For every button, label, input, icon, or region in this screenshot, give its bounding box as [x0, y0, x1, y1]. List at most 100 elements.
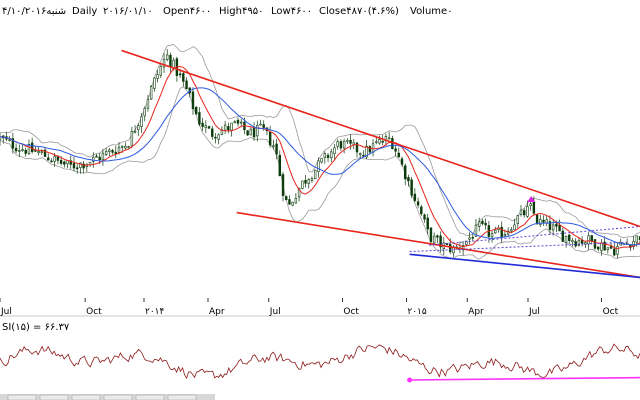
candle-body: [342, 140, 346, 149]
candle-body: [333, 147, 336, 154]
candle-body: [561, 230, 565, 242]
candle-body: [313, 169, 317, 180]
moving-average-short: [0, 65, 640, 250]
candle-body: [130, 131, 134, 147]
candle-body: [211, 128, 214, 137]
candle-body: [297, 187, 301, 198]
candle-body: [185, 80, 188, 89]
candle-body: [368, 146, 372, 153]
header-open: Open۴۶۰۰: [163, 6, 211, 17]
candle-body: [275, 143, 278, 155]
candle-body: [584, 242, 587, 245]
candle-body: [201, 122, 204, 127]
candle-body: [92, 157, 95, 162]
candle-body: [378, 139, 381, 144]
candle-body: [500, 226, 503, 238]
candle-body: [288, 199, 291, 205]
candle-body: [571, 240, 574, 243]
candle-body: [85, 164, 89, 168]
x-tick-label: ۲۰۱۵: [407, 307, 427, 317]
candle-body: [477, 221, 481, 227]
candle-body: [101, 152, 105, 161]
price-pane: [0, 44, 640, 279]
candle-body: [223, 124, 227, 131]
header-interval: Daily: [72, 6, 97, 17]
candle-body: [133, 130, 137, 133]
candle-body: [375, 141, 378, 143]
candle-body: [198, 112, 201, 125]
candle-body: [14, 147, 18, 152]
candle-body: [465, 240, 468, 245]
candle-body: [365, 145, 368, 158]
candle-body: [387, 137, 391, 140]
sheet-tab[interactable]: [103, 394, 133, 400]
candle-body: [429, 227, 433, 242]
candle-body: [166, 54, 169, 60]
rsi-support-line: [409, 376, 640, 381]
candle-body: [307, 179, 310, 184]
candle-body: [326, 154, 330, 158]
sheet-tab[interactable]: [167, 394, 197, 400]
candle-body: [252, 127, 256, 138]
x-tick-label: Oct: [603, 307, 619, 317]
candle-body: [191, 91, 195, 110]
candle-body: [63, 161, 66, 165]
candle-body: [539, 219, 542, 225]
sheet-tab[interactable]: [7, 394, 37, 400]
candle-body: [355, 142, 359, 153]
candle-body: [490, 233, 494, 238]
candle-body: [153, 77, 156, 89]
candle-body: [285, 196, 288, 201]
candle-body: [474, 224, 478, 237]
candle-body: [24, 149, 27, 154]
dotted-trendline: [428, 226, 640, 246]
candle-body: [423, 214, 426, 220]
candle-body: [72, 163, 76, 169]
candle-body: [609, 246, 613, 249]
dotted-trendline: [409, 241, 628, 253]
candle-body: [281, 174, 285, 196]
candle-body: [635, 235, 638, 243]
candle-body: [529, 203, 532, 206]
rsi-support-anchor: [407, 377, 413, 383]
sheet-tab[interactable]: [71, 394, 101, 400]
sheet-tab[interactable]: [135, 394, 165, 400]
candle-body: [494, 229, 497, 234]
candle-body: [240, 121, 243, 124]
sheet-tab[interactable]: [39, 394, 69, 400]
candle-body: [558, 225, 561, 232]
x-tick-label: Oct: [86, 307, 102, 317]
candle-body: [230, 122, 233, 131]
candle-body: [577, 240, 581, 246]
resistance-trendline: [121, 49, 640, 228]
candle-body: [127, 146, 130, 148]
candle-body: [268, 131, 272, 146]
candle-body: [603, 241, 606, 251]
candle-body: [178, 73, 182, 76]
candle-body: [117, 146, 121, 153]
rsi-pane: [0, 343, 640, 383]
candle-body: [59, 160, 63, 164]
candle-body: [381, 140, 384, 143]
candle-body: [137, 125, 140, 130]
candle-body: [323, 153, 327, 158]
candle-body: [606, 247, 610, 251]
peak-marker: [527, 195, 536, 202]
header-date: ۲۰۱۶/۰۱/۱۰: [103, 6, 153, 17]
candle-body: [445, 243, 449, 245]
candle-body: [262, 124, 265, 128]
candle-body: [532, 201, 536, 214]
bottom-tab-strip: [0, 394, 215, 400]
candle-body: [596, 246, 600, 250]
candle-body: [551, 224, 555, 231]
candle-body: [291, 201, 294, 206]
candle-body: [236, 119, 240, 124]
candle-body: [11, 138, 15, 149]
candle-body: [111, 150, 114, 153]
candle-body: [0, 136, 2, 140]
candle-body: [104, 151, 108, 155]
candle-body: [416, 201, 420, 206]
candle-body: [317, 160, 320, 172]
candle-body: [436, 235, 439, 238]
